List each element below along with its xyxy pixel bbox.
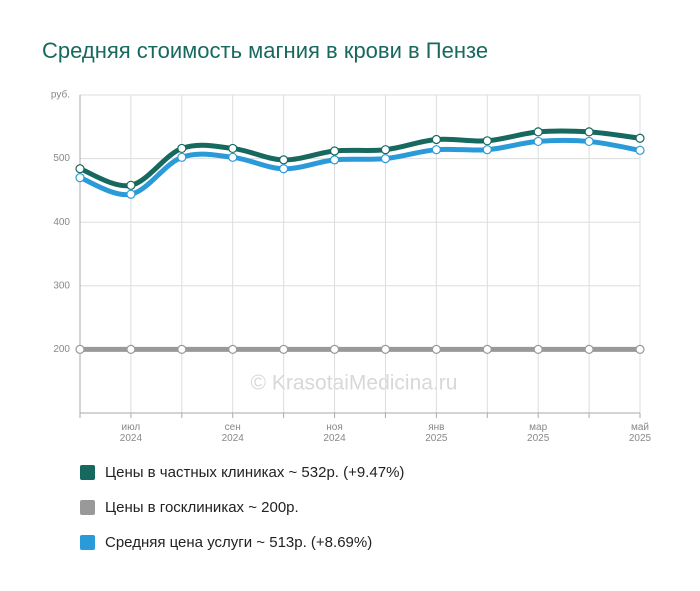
point	[584, 127, 594, 137]
point	[126, 189, 136, 199]
point	[635, 133, 645, 143]
point	[75, 173, 85, 183]
point	[329, 155, 340, 165]
point	[482, 136, 492, 146]
x-tick-label: май 2025	[628, 422, 652, 444]
x-tick-label: июл 2024	[119, 422, 143, 444]
legend-item: Средняя цена услуги ~ 513р. (+8.69%)	[80, 534, 372, 551]
point	[279, 164, 289, 174]
point	[584, 344, 594, 354]
legend-label: Цены в частных клиниках ~ 532р. (+9.47%)	[105, 464, 405, 481]
watermark: © KrasotaiMedicina.ru	[251, 372, 458, 395]
legend-item: Цены в частных клиниках ~ 532р. (+9.47%)	[80, 464, 404, 481]
point	[177, 143, 187, 154]
point	[126, 180, 136, 190]
point	[380, 344, 391, 354]
point	[431, 145, 441, 155]
point	[279, 344, 289, 354]
point	[329, 146, 340, 156]
legend-swatch	[80, 535, 95, 550]
x-tick-label: сен 2024	[221, 422, 244, 444]
point	[75, 164, 85, 174]
point	[533, 127, 543, 137]
legend-swatch	[80, 465, 95, 480]
point	[279, 155, 289, 165]
point	[177, 152, 187, 162]
point	[482, 344, 492, 354]
legend-swatch	[80, 500, 95, 515]
y-tick-label: 300	[53, 280, 70, 291]
point	[431, 344, 441, 354]
point	[482, 145, 492, 155]
point	[635, 344, 645, 354]
chart-title: Средняя стоимость магния в крови в Пензе	[42, 38, 488, 63]
point	[533, 344, 543, 354]
point	[228, 152, 238, 162]
point	[177, 344, 187, 354]
point	[380, 145, 391, 155]
x-tick-label: ноя 2024	[323, 422, 346, 444]
legend-label: Цены в госклиниках ~ 200р.	[105, 499, 299, 516]
point	[533, 136, 543, 147]
point	[380, 154, 391, 164]
point	[75, 344, 85, 354]
x-tick-label: янв 2025	[425, 422, 448, 444]
point	[228, 143, 238, 154]
point	[329, 344, 340, 354]
y-tick-label: 500	[53, 153, 70, 164]
y-tick-label: руб.	[51, 89, 70, 101]
y-tick-label: 400	[53, 217, 70, 228]
point	[584, 136, 594, 147]
y-tick-label: 200	[53, 344, 70, 355]
legend-item: Цены в госклиниках ~ 200р.	[80, 499, 299, 516]
point	[635, 145, 645, 155]
point	[228, 344, 238, 354]
point	[431, 134, 441, 145]
legend-label: Средняя цена услуги ~ 513р. (+8.69%)	[105, 534, 373, 551]
point	[126, 344, 136, 354]
x-tick-label: мар 2025	[527, 422, 550, 444]
